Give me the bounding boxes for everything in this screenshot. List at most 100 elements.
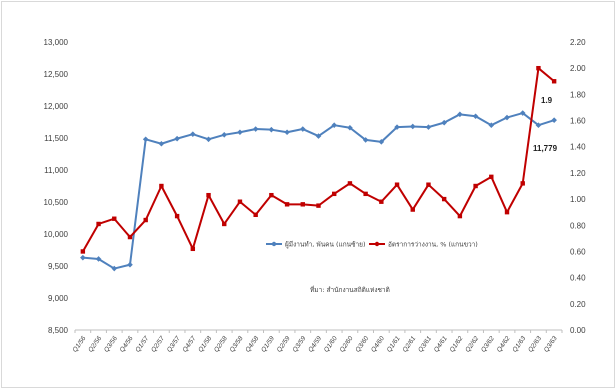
- left-tick-label: 9,500: [48, 262, 69, 271]
- data-point: [331, 122, 338, 128]
- data-point: [409, 123, 416, 130]
- data-point: [96, 221, 101, 227]
- data-point: [457, 111, 463, 118]
- x-tick-label: Q2/60: [339, 335, 355, 354]
- x-tick-label: Q2/58: [213, 335, 229, 354]
- left-tick-label: 11,000: [44, 166, 68, 175]
- data-point: [111, 265, 118, 272]
- x-tick-label: Q3/63: [543, 335, 559, 354]
- left-tick-label: 10,500: [44, 198, 69, 207]
- x-tick-label: Q4/60: [370, 335, 386, 354]
- data-point: [158, 140, 165, 147]
- right-tick-label: 0.60: [570, 247, 586, 256]
- left-tick-label: 13,000: [44, 38, 69, 47]
- x-tick-label: Q2/63: [527, 335, 543, 354]
- x-tick-label: Q1/60: [323, 335, 339, 354]
- x-tick-label: Q4/58: [244, 335, 260, 354]
- x-tick-label: Q3/59: [292, 335, 308, 354]
- data-point: [206, 192, 211, 198]
- left-tick-label: 12,000: [44, 102, 69, 111]
- data-point: [394, 182, 400, 187]
- x-tick-label: Q4/61: [433, 335, 449, 354]
- left-tick-label: 10,000: [44, 230, 69, 239]
- data-point: [95, 256, 102, 262]
- x-tick-label: Q1/63: [511, 335, 527, 354]
- right-tick-label: 2.20: [570, 38, 586, 47]
- x-tick-label: Q2/62: [464, 335, 480, 354]
- data-point: [221, 132, 228, 138]
- right-tick-label: 1.60: [570, 117, 586, 126]
- legend: ผู้มีงานทำ, พันคน (แกนซ้าย) อัตราการว่าง…: [266, 241, 478, 249]
- data-point: [363, 191, 368, 197]
- x-tick-label: Q3/60: [354, 335, 370, 354]
- left-tick-label: 8,500: [48, 326, 69, 335]
- x-tick-label: Q3/62: [480, 335, 496, 354]
- legend-marker-unemployment: [374, 241, 380, 247]
- data-point: [425, 124, 432, 130]
- data-point: [190, 131, 196, 137]
- legend-label-employed: ผู้มีงานทำ, พันคน (แกนซ้าย): [285, 241, 366, 249]
- data-point: [269, 192, 274, 198]
- data-point: [80, 254, 86, 261]
- x-tick-label: Q2/57: [150, 335, 166, 354]
- data-point: [504, 114, 510, 121]
- data-point: [112, 216, 117, 221]
- data-point: [174, 213, 180, 219]
- x-tick-label: Q4/62: [496, 335, 512, 354]
- right-tick-label: 0.80: [570, 221, 586, 230]
- annotation-employed-value: 11,779: [533, 144, 558, 153]
- right-y-axis: 0.00 0.20 0.40 0.60 0.80 1.00 1.20 1.40 1.60 1.80…: [570, 38, 586, 335]
- data-point: [205, 136, 212, 143]
- left-tick-label: 12,500: [44, 70, 69, 79]
- data-point: [457, 213, 463, 219]
- data-point: [284, 129, 290, 136]
- data-point: [315, 133, 322, 139]
- legend-marker-employed: [271, 241, 277, 247]
- data-point: [379, 199, 384, 204]
- data-point: [473, 183, 478, 189]
- x-tick-label: Q4/57: [182, 335, 198, 354]
- x-tick-label: Q2/61: [401, 335, 417, 354]
- annotation-rate-value: 1.9: [541, 96, 553, 105]
- data-point: [237, 129, 243, 136]
- x-tick-label: Q3/57: [166, 335, 182, 354]
- data-point: [378, 139, 385, 145]
- data-point: [143, 217, 148, 223]
- right-tick-label: 1.80: [570, 90, 586, 99]
- data-point: [520, 181, 525, 186]
- data-point: [362, 137, 369, 143]
- data-point: [551, 117, 557, 123]
- data-point: [332, 191, 337, 197]
- right-tick-label: 2.00: [570, 64, 586, 73]
- data-point: [426, 182, 431, 187]
- data-point: [237, 199, 243, 204]
- x-tick-label: Q2/56: [87, 335, 103, 354]
- data-point: [300, 202, 305, 207]
- right-tick-label: 1.40: [570, 143, 586, 152]
- data-point: [253, 212, 258, 217]
- series-red-line: [81, 67, 555, 252]
- left-tick-label: 11,500: [44, 134, 68, 143]
- right-tick-label: 0.40: [570, 274, 586, 283]
- data-point: [504, 209, 510, 215]
- legend-label-unemployment: อัตราการว่างงาน, % (แกนขวา): [388, 241, 478, 249]
- data-point: [316, 203, 321, 208]
- data-point: [519, 110, 526, 116]
- right-tick-label: 1.00: [570, 195, 586, 204]
- data-point: [551, 79, 557, 84]
- data-point: [441, 196, 447, 202]
- data-point: [159, 183, 164, 189]
- left-tick-label: 9,000: [48, 294, 69, 303]
- data-point: [410, 207, 415, 212]
- data-point: [80, 249, 86, 254]
- x-tick-label: Q2/59: [276, 335, 292, 354]
- data-point: [535, 122, 542, 128]
- data-point: [394, 124, 400, 130]
- data-point: [299, 126, 306, 132]
- data-point: [252, 126, 259, 132]
- data-point: [142, 136, 149, 143]
- data-point: [174, 135, 180, 142]
- data-point: [127, 261, 133, 268]
- x-tick-label: Q1/61: [386, 335, 402, 354]
